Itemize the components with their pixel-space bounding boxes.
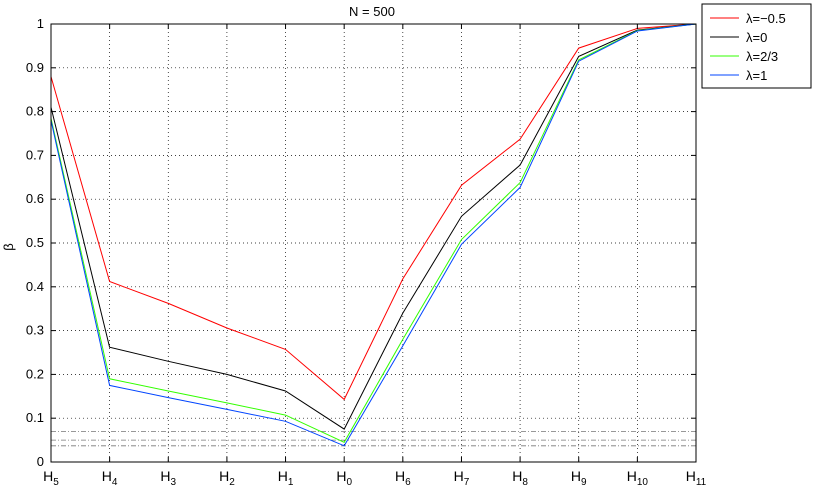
y-tick-label: 0.4 [26, 279, 44, 294]
legend-label: λ=1 [746, 68, 767, 83]
y-axis: 0 0.1 0.2 0.3 0.4 0.5 0.6 0.7 0.8 0.9 1 [26, 16, 696, 469]
legend: λ=−0.5 λ=0 λ=2/3 λ=1 [701, 3, 812, 89]
legend-label: λ=0 [746, 30, 767, 45]
y-tick-label: 0.1 [26, 410, 44, 425]
legend-label: λ=2/3 [746, 49, 778, 64]
x-tick-label: H0 [336, 468, 352, 488]
series-line [50, 23, 697, 443]
y-tick-label: 0.9 [26, 60, 44, 75]
y-tick-label: 0.7 [26, 147, 44, 162]
series-line [50, 23, 697, 430]
y-tick-label: 0.3 [26, 323, 44, 338]
y-tick-label: 1 [37, 16, 44, 31]
y-axis-label: β [1, 243, 16, 250]
x-tick-label: H8 [512, 468, 528, 488]
x-tick-label: H1 [278, 468, 294, 488]
x-tick-label: H4 [102, 468, 118, 488]
chart-title: N = 500 [349, 4, 395, 19]
x-tick-label: H11 [686, 468, 707, 488]
y-tick-label: 0.8 [26, 104, 44, 119]
y-tick-label: 0.5 [26, 235, 44, 250]
series-lines [50, 23, 697, 447]
y-tick-label: 0.2 [26, 366, 44, 381]
series-line [50, 23, 697, 401]
reference-lines [51, 430, 696, 447]
legend-label: λ=−0.5 [746, 11, 786, 26]
x-tick-label: H9 [571, 468, 587, 488]
x-tick-label: H7 [454, 468, 470, 488]
x-tick-label: H5 [43, 468, 59, 488]
x-tick-label: H2 [219, 468, 235, 488]
x-tick-label: H6 [395, 468, 411, 488]
y-tick-label: 0.6 [26, 191, 44, 206]
y-tick-label: 0 [37, 454, 44, 469]
x-tick-label: H10 [627, 468, 649, 488]
x-axis: H5 H4 H3 H2 H1 H0 H6 H7 H8 H9 H10 H11 [43, 24, 707, 488]
x-tick-label: H3 [160, 468, 176, 488]
series-line [50, 23, 697, 447]
